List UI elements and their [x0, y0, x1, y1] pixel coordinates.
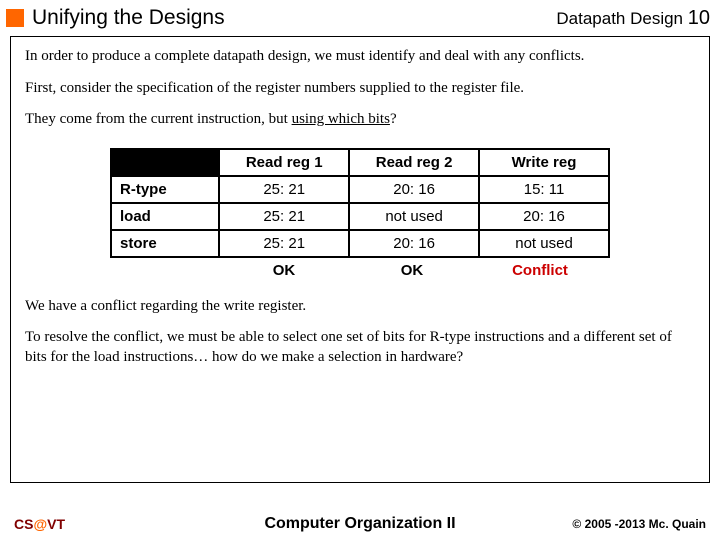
- row-label-1: load: [111, 203, 219, 230]
- status-spacer: [110, 262, 220, 279]
- section-label: Datapath Design: [556, 9, 683, 28]
- table-row: store 25: 21 20: 16 not used: [111, 230, 609, 257]
- p3-post: ?: [390, 111, 397, 127]
- footer-cs: CS: [14, 516, 33, 532]
- slide-header: Unifying the Designs Datapath Design 10: [0, 0, 720, 36]
- cell-1-0: 25: 21: [219, 203, 349, 230]
- p3-underline: using which bits: [292, 111, 390, 127]
- footer-center: Computer Organization II: [264, 515, 455, 533]
- footer-left: CS@VT: [14, 516, 65, 532]
- cell-1-1: not used: [349, 203, 479, 230]
- cell-2-0: 25: 21: [219, 230, 349, 257]
- status-0: OK: [220, 262, 348, 279]
- col-head-1: Read reg 2: [349, 149, 479, 176]
- page-number: 10: [688, 7, 710, 29]
- paragraph-4: We have a conflict regarding the write r…: [25, 297, 695, 317]
- cell-0-0: 25: 21: [219, 176, 349, 203]
- cell-2-2: not used: [479, 230, 609, 257]
- row-label-2: store: [111, 230, 219, 257]
- accent-square-icon: [6, 9, 24, 27]
- footer-vt: VT: [47, 516, 65, 532]
- table-corner-cell: [111, 149, 219, 176]
- header-right: Datapath Design 10: [556, 7, 710, 30]
- col-head-2: Write reg: [479, 149, 609, 176]
- paragraph-5: To resolve the conflict, we must be able…: [25, 328, 695, 367]
- cell-0-2: 15: 11: [479, 176, 609, 203]
- paragraph-2: First, consider the specification of the…: [25, 79, 695, 99]
- row-label-0: R-type: [111, 176, 219, 203]
- table-row: load 25: 21 not used 20: 16: [111, 203, 609, 230]
- footer-at: @: [33, 516, 47, 532]
- table-row: R-type 25: 21 20: 16 15: 11: [111, 176, 609, 203]
- footer-right: © 2005 -2013 Mc. Quain: [572, 517, 706, 531]
- content-frame: In order to produce a complete datapath …: [10, 36, 710, 483]
- table-header-row: Read reg 1 Read reg 2 Write reg: [111, 149, 609, 176]
- p3-pre: They come from the current instruction, …: [25, 111, 292, 127]
- register-table: Read reg 1 Read reg 2 Write reg R-type 2…: [110, 148, 610, 258]
- status-2: Conflict: [476, 262, 604, 279]
- cell-2-1: 20: 16: [349, 230, 479, 257]
- cell-0-1: 20: 16: [349, 176, 479, 203]
- header-left: Unifying the Designs: [6, 6, 225, 30]
- col-head-0: Read reg 1: [219, 149, 349, 176]
- paragraph-3: They come from the current instruction, …: [25, 110, 695, 130]
- status-row: OK OK Conflict: [110, 262, 610, 279]
- slide-footer: CS@VT Computer Organization II © 2005 -2…: [0, 516, 720, 532]
- slide-title: Unifying the Designs: [32, 6, 225, 30]
- cell-1-2: 20: 16: [479, 203, 609, 230]
- paragraph-1: In order to produce a complete datapath …: [25, 47, 695, 67]
- status-1: OK: [348, 262, 476, 279]
